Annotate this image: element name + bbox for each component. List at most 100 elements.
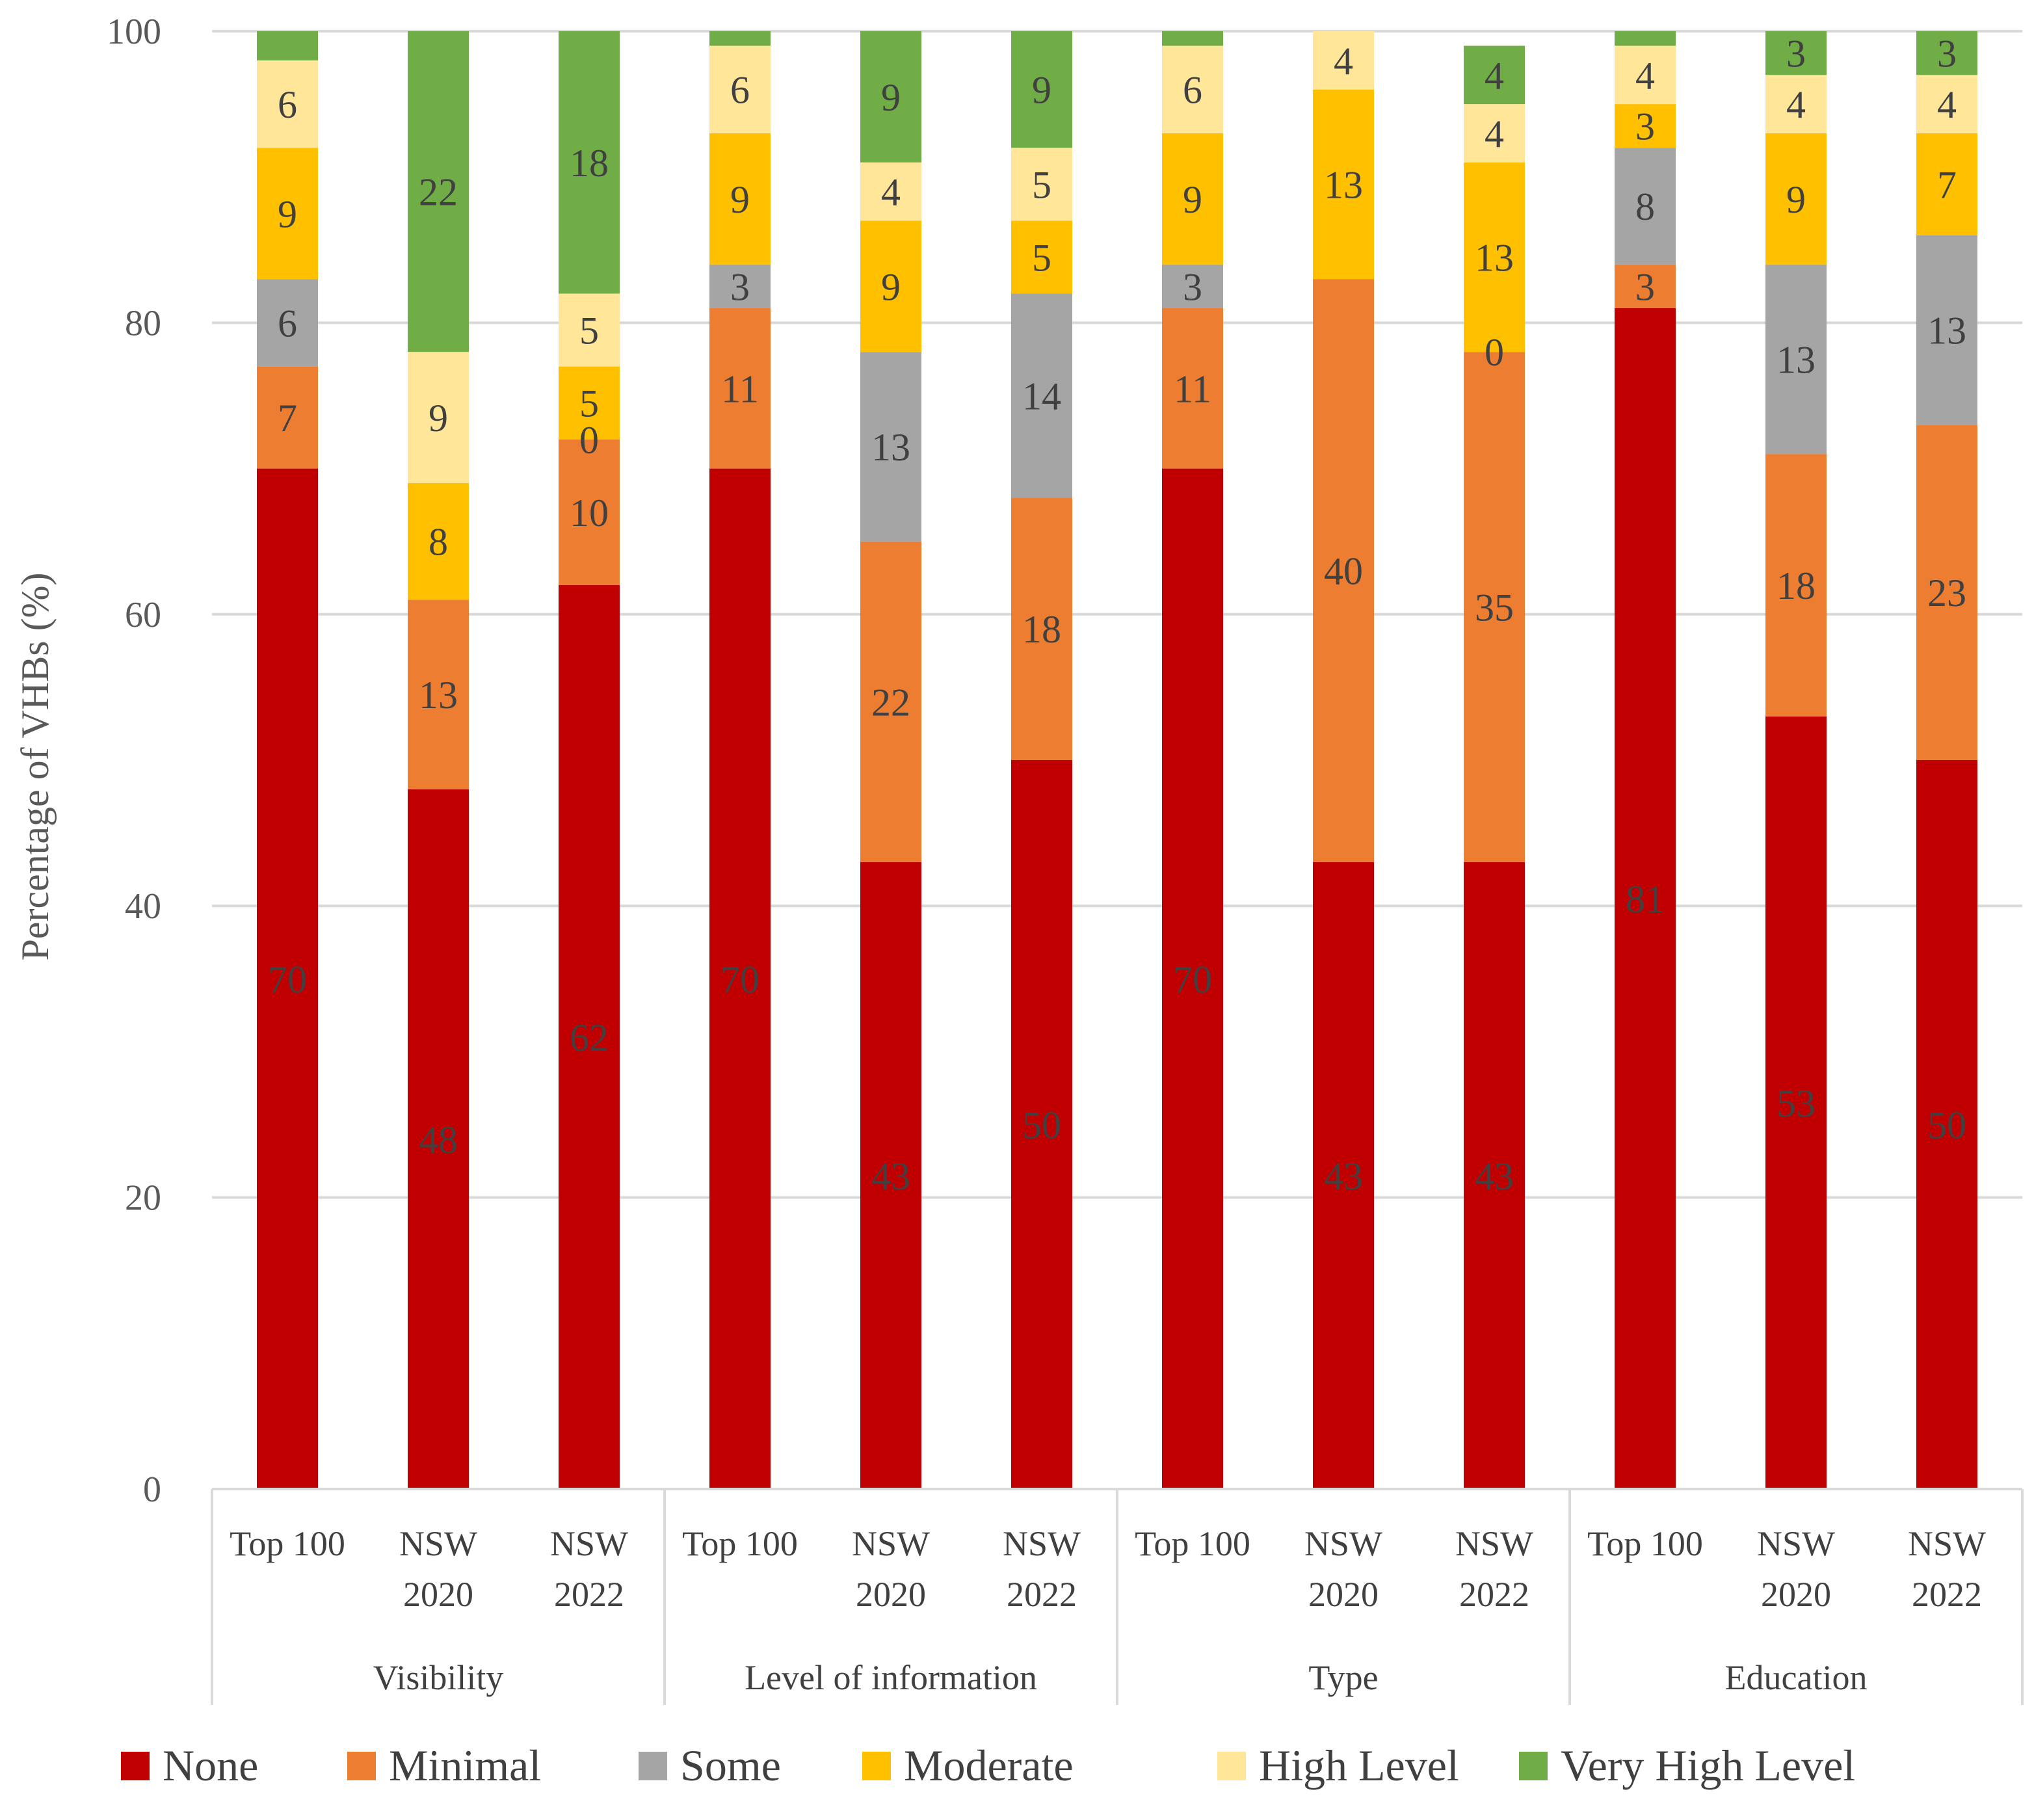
legend-swatch-very-high-level [1519, 1752, 1548, 1780]
x-tick-label: Top 100 [1135, 1524, 1250, 1563]
data-label: 9 [1183, 178, 1202, 221]
bar-segment-moderate [860, 220, 921, 352]
bar-segment-moderate [1162, 133, 1223, 265]
bar-segment-none [1011, 760, 1072, 1489]
bar-segment-minimal [709, 308, 771, 469]
bar-segment-very-high-level [559, 31, 620, 294]
x-tick-label: Top 100 [682, 1524, 798, 1563]
data-label: 70 [1173, 958, 1212, 1001]
data-label: 70 [268, 958, 307, 1001]
data-label: 13 [871, 426, 910, 469]
data-label: 4 [1485, 54, 1504, 97]
legend-swatch-moderate [862, 1752, 891, 1780]
data-label: 13 [419, 674, 458, 717]
legend-swatch-none [121, 1752, 150, 1780]
bar-segment-high-level [1464, 104, 1525, 163]
data-label: 3 [1183, 265, 1202, 308]
data-label: 9 [730, 178, 750, 221]
data-label: 8 [1635, 185, 1655, 228]
data-label: 13 [1475, 237, 1514, 280]
data-label: 10 [570, 492, 609, 534]
bar-segment-moderate [1765, 133, 1827, 265]
data-label: 4 [1786, 83, 1806, 126]
bar-segment-high-level [1011, 148, 1072, 221]
bar-segment-moderate [559, 366, 620, 440]
data-label: 81 [1626, 878, 1665, 921]
bar-segment-high-level [1916, 75, 1977, 133]
legend-swatch-minimal [347, 1752, 376, 1780]
data-label: 6 [278, 83, 297, 126]
data-label: 4 [881, 171, 901, 214]
y-tick-label: 40 [125, 886, 161, 927]
bar-segment-minimal [1011, 497, 1072, 760]
data-label: 22 [419, 171, 458, 214]
bar-segment-moderate [1464, 162, 1525, 352]
data-label: 3 [1786, 33, 1806, 75]
x-tick-label: NSW 2022 [1455, 1524, 1533, 1614]
x-tick-label: NSW 2020 [1757, 1524, 1835, 1614]
data-label: 9 [1032, 69, 1051, 112]
bar-segment-moderate [257, 148, 318, 280]
bar-segment-minimal [257, 366, 318, 469]
legend-label: Some [680, 1741, 781, 1790]
group-label: Education [1725, 1658, 1868, 1697]
bar-segment-some [1765, 264, 1827, 455]
data-label: 48 [419, 1118, 458, 1161]
bar-segment-very-high-level [860, 31, 921, 163]
bar-segment-high-level [1313, 31, 1374, 90]
data-label: 0 [579, 419, 599, 462]
y-tick-label: 100 [107, 12, 161, 52]
x-tick-label: NSW 2022 [1003, 1524, 1081, 1614]
bar-segment-very-high-level [1162, 31, 1223, 46]
data-label: 53 [1776, 1082, 1816, 1125]
bar-segment-none [408, 789, 469, 1489]
data-label: 4 [1937, 83, 1957, 126]
bar-segment-some [1011, 293, 1072, 498]
data-label: 50 [1022, 1104, 1061, 1147]
bar-segment-very-high-level [1916, 31, 1977, 75]
legend-swatch-high-level [1217, 1752, 1246, 1780]
x-tick-label: Top 100 [230, 1524, 345, 1563]
bar-segment-minimal [559, 439, 620, 585]
data-label: 4 [1485, 112, 1504, 155]
legend-label: Minimal [389, 1741, 541, 1790]
data-label: 4 [1334, 40, 1353, 83]
data-label: 3 [730, 265, 750, 308]
bar-segment-moderate [1313, 89, 1374, 280]
bar-segment-very-high-level [257, 31, 318, 60]
bar-segment-moderate [709, 133, 771, 265]
x-tick-label: NSW 2020 [852, 1524, 930, 1614]
data-label: 7 [1937, 163, 1957, 206]
bar-segment-high-level [257, 60, 318, 148]
data-label: 6 [730, 69, 750, 112]
x-tick-label: NSW 2020 [1304, 1524, 1382, 1614]
bar-segment-very-high-level [1464, 46, 1525, 105]
bar-segment-none [257, 468, 318, 1489]
bar-segment-moderate [408, 483, 469, 600]
x-tick-label: NSW 2022 [550, 1524, 628, 1614]
data-label: 5 [579, 382, 599, 425]
data-label: 3 [1635, 105, 1655, 148]
data-label: 3 [1937, 33, 1957, 75]
data-label: 11 [1174, 367, 1211, 410]
data-label: 35 [1475, 587, 1514, 629]
bar-segment-minimal [1313, 279, 1374, 862]
data-label: 6 [278, 302, 297, 345]
data-label: 9 [278, 192, 297, 235]
bar-segment-none [1464, 862, 1525, 1489]
gridlines [212, 30, 2022, 1199]
bar-segment-high-level [1615, 46, 1676, 105]
bar-segment-moderate [1916, 133, 1977, 235]
bar-segment-some [1615, 148, 1676, 265]
bar-segment-very-high-level [408, 31, 469, 352]
data-label: 7 [278, 397, 297, 440]
bar-segment-some [709, 264, 771, 308]
bar-segment-none [559, 585, 620, 1490]
data-label: 0 [1485, 331, 1504, 374]
bar-segment-some [860, 352, 921, 542]
data-label: 18 [570, 142, 609, 185]
bar-segment-high-level [709, 46, 771, 133]
bar-segment-minimal [860, 541, 921, 862]
